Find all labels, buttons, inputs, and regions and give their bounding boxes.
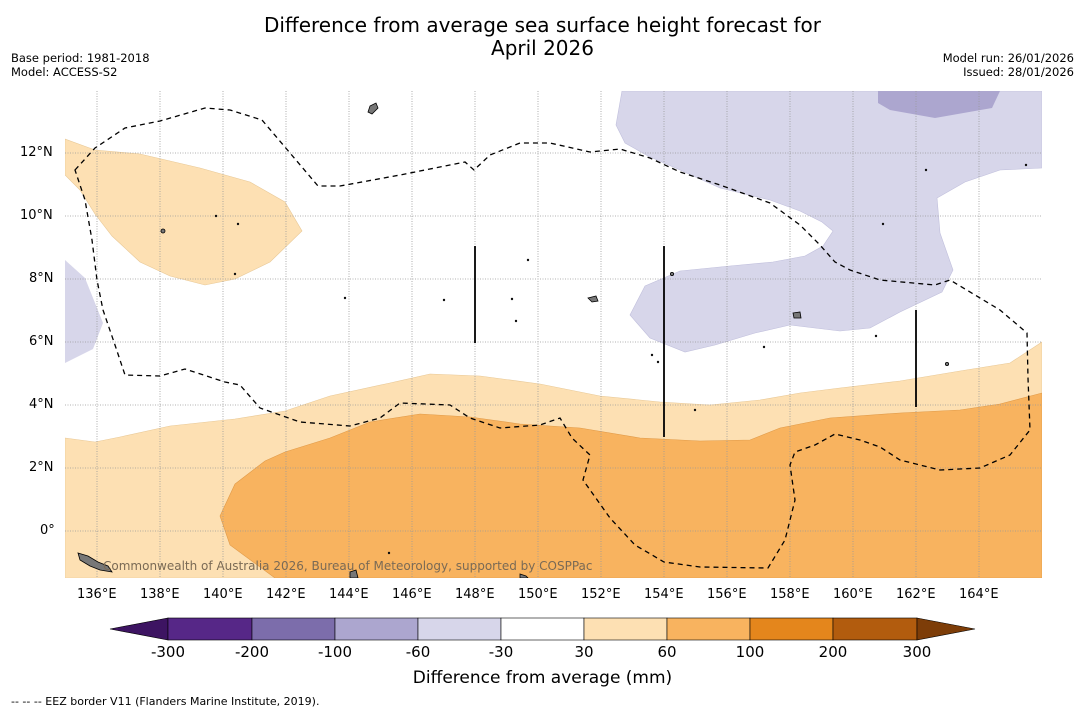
y-tick-label: 12°N	[20, 145, 53, 160]
colorbar-bin-4	[417, 617, 502, 641]
meta-right: Model run: 26/01/2026 Issued: 28/01/2026	[943, 51, 1074, 79]
colorbar-bin-8	[749, 617, 834, 641]
title-line-2: April 2026	[491, 36, 594, 60]
colorbar-label: 30	[574, 643, 594, 661]
island-dot-5	[442, 298, 446, 302]
x-tick-label: 146°E	[392, 587, 432, 602]
colorbar-bin-3	[334, 617, 419, 641]
map-plot-area: Commonwealth of Australia 2026, Bureau o…	[65, 91, 1042, 578]
y-tick-label: 6°N	[29, 334, 54, 349]
issued-date: Issued: 28/01/2026	[963, 65, 1074, 79]
island-dot-15	[881, 222, 885, 226]
y-tick-label: 10°N	[20, 208, 53, 223]
island-north	[367, 102, 379, 115]
x-tick-label: 154°E	[644, 587, 684, 602]
colorbar-bin-6	[583, 617, 668, 641]
boundary-segments	[474, 246, 917, 437]
map-title: Difference from average sea surface heig…	[0, 14, 1085, 60]
model-run: Model run: 26/01/2026	[942, 51, 1074, 65]
island-dot-6	[526, 258, 530, 262]
field-minus60-100	[878, 91, 1000, 118]
island-dot-10	[650, 353, 654, 357]
colorbar-label: -100	[317, 643, 353, 661]
island-dot-3	[233, 272, 237, 276]
x-tick-label: 136°E	[77, 587, 117, 602]
colorbar	[109, 617, 976, 641]
island-south-2	[349, 569, 359, 578]
x-tick-label: 156°E	[707, 587, 747, 602]
colorbar-label: 300	[902, 643, 932, 661]
island-dot-17	[1024, 163, 1028, 167]
island-dot-1	[214, 214, 218, 218]
colorbar-bin-1	[167, 617, 253, 641]
latitude-gridlines	[65, 152, 1042, 532]
eez-border	[74, 107, 1031, 569]
islands	[77, 102, 1028, 578]
field-60-100	[219, 392, 1042, 578]
island-west	[160, 228, 166, 234]
x-tick-label: 164°E	[959, 587, 999, 602]
y-tick-label: 4°N	[29, 397, 54, 412]
copyright-text: Commonwealth of Australia 2026, Bureau o…	[103, 559, 593, 573]
colorbar-label: 100	[735, 643, 765, 661]
colorbar-label: 60	[657, 643, 677, 661]
eez-footnote: -- -- -- EEZ border V11 (Flanders Marine…	[11, 695, 320, 708]
y-tick-label: 2°N	[29, 460, 54, 475]
island-kosrae	[945, 361, 950, 366]
colorbar-label: -300	[150, 643, 186, 661]
colorbar-extend-low	[109, 617, 169, 641]
x-tick-label: 158°E	[770, 587, 810, 602]
island-dot-13	[693, 408, 697, 412]
island-south	[519, 573, 529, 578]
colorbar-label: -30	[488, 643, 514, 661]
colorbar-bin-7	[666, 617, 751, 641]
x-tick-label: 160°E	[833, 587, 873, 602]
island-dot-16	[924, 168, 928, 172]
island-new-guinea	[77, 552, 113, 573]
x-tick-label: 150°E	[518, 587, 558, 602]
island-pohnpei	[792, 311, 802, 319]
island-dot-7	[510, 297, 514, 301]
model-name: Model: ACCESS-S2	[11, 65, 118, 79]
colorbar-bin-2	[251, 617, 336, 641]
island-dot-4	[343, 296, 347, 300]
x-tick-label: 138°E	[140, 587, 180, 602]
meta-left: Base period: 1981-2018 Model: ACCESS-S2	[11, 51, 150, 79]
x-tick-label: 144°E	[329, 587, 369, 602]
colorbar-title: Difference from average (mm)	[412, 668, 673, 688]
x-tick-label: 140°E	[203, 587, 243, 602]
colorbar-bin-5	[500, 617, 585, 641]
colorbar-extend-high	[916, 617, 976, 641]
x-tick-label: 142°E	[266, 587, 306, 602]
title-line-1: Difference from average sea surface heig…	[263, 13, 822, 37]
y-tick-label: 0°	[40, 523, 55, 538]
island-dot-2	[236, 222, 240, 226]
colorbar-label: 200	[818, 643, 848, 661]
x-tick-label: 162°E	[896, 587, 936, 602]
island-dot-12	[762, 345, 766, 349]
island-dot-8	[514, 319, 518, 323]
island-dot-11	[656, 360, 660, 364]
y-tick-label: 8°N	[29, 271, 54, 286]
field-minus30-60-northeast	[615, 91, 1042, 353]
x-tick-label: 152°E	[581, 587, 621, 602]
island-dot-18	[387, 551, 391, 555]
island-dot-9	[670, 271, 675, 276]
field-minus30-west	[65, 260, 103, 363]
colorbar-label: -60	[405, 643, 431, 661]
x-tick-label: 148°E	[455, 587, 495, 602]
island-dot-14	[874, 334, 878, 338]
colorbar-label: -200	[234, 643, 270, 661]
island-chuuk	[587, 295, 599, 303]
base-period: Base period: 1981-2018	[11, 51, 150, 65]
colorbar-bin-9	[832, 617, 918, 641]
